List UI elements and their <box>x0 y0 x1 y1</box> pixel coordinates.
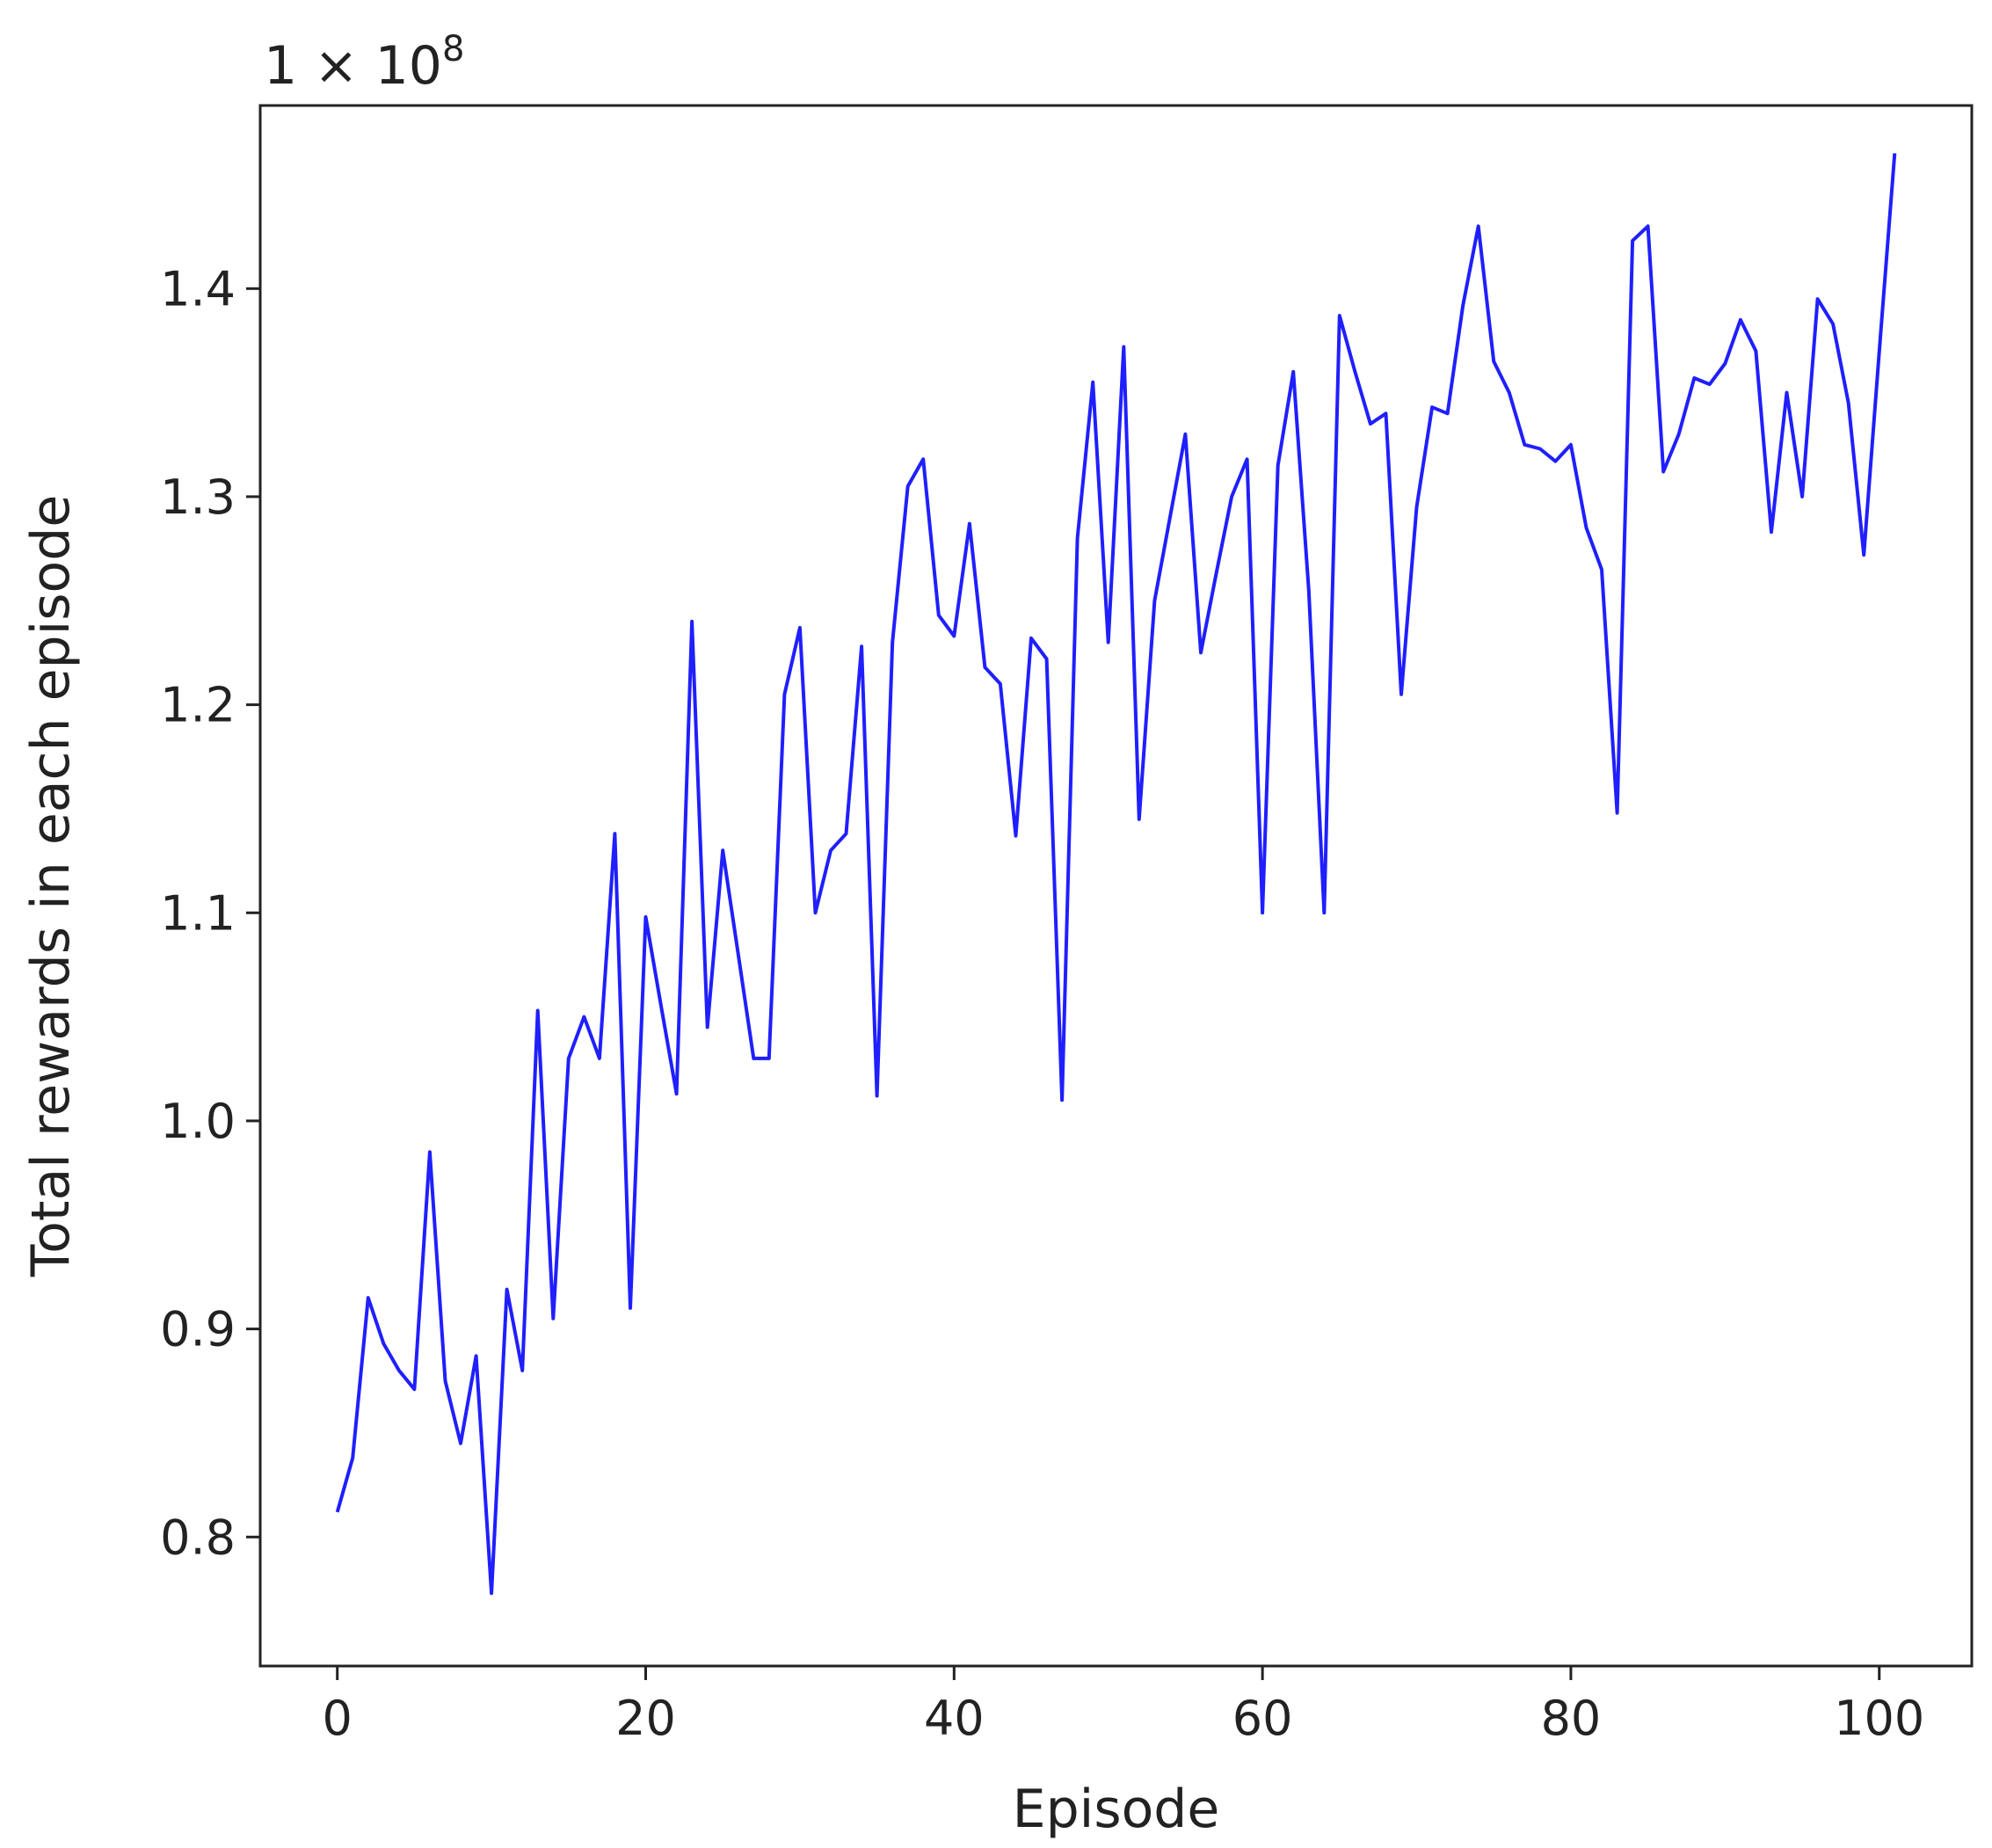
y-offset-exponent: 8 <box>442 29 464 69</box>
x-tick-label: 0 <box>323 1691 353 1746</box>
axes-frame <box>258 104 1974 1668</box>
x-tick-label: 20 <box>615 1691 676 1746</box>
y-offset-base: 1 × 10 <box>264 35 442 97</box>
y-axis-label: Total rewards in each episode <box>20 495 82 1278</box>
x-tick-label: 60 <box>1232 1691 1293 1746</box>
plot-area-group <box>335 153 1897 1596</box>
x-tick-label: 80 <box>1541 1691 1602 1746</box>
y-tick-label: 1.3 <box>160 469 236 525</box>
y-axis-offset-label: 1 × 108 <box>264 29 464 97</box>
y-tick-label: 0.8 <box>160 1510 236 1565</box>
x-axis-ticks: 0 20 40 60 80 100 <box>323 1666 1924 1746</box>
y-tick-label: 1.2 <box>160 678 236 733</box>
x-tick-label: 100 <box>1834 1691 1924 1746</box>
x-axis-label: Episode <box>1013 1779 1220 1840</box>
x-tick-label: 40 <box>924 1691 985 1746</box>
y-tick-label: 1.1 <box>160 885 236 941</box>
y-tick-label: 0.9 <box>160 1302 236 1357</box>
y-tick-label: 1.0 <box>160 1094 236 1149</box>
y-axis-ticks: 0.8 0.9 1.0 1.1 1.2 1.3 1.4 <box>160 261 260 1565</box>
y-tick-label: 1.4 <box>160 261 236 316</box>
series-line-0 <box>335 153 1897 1596</box>
